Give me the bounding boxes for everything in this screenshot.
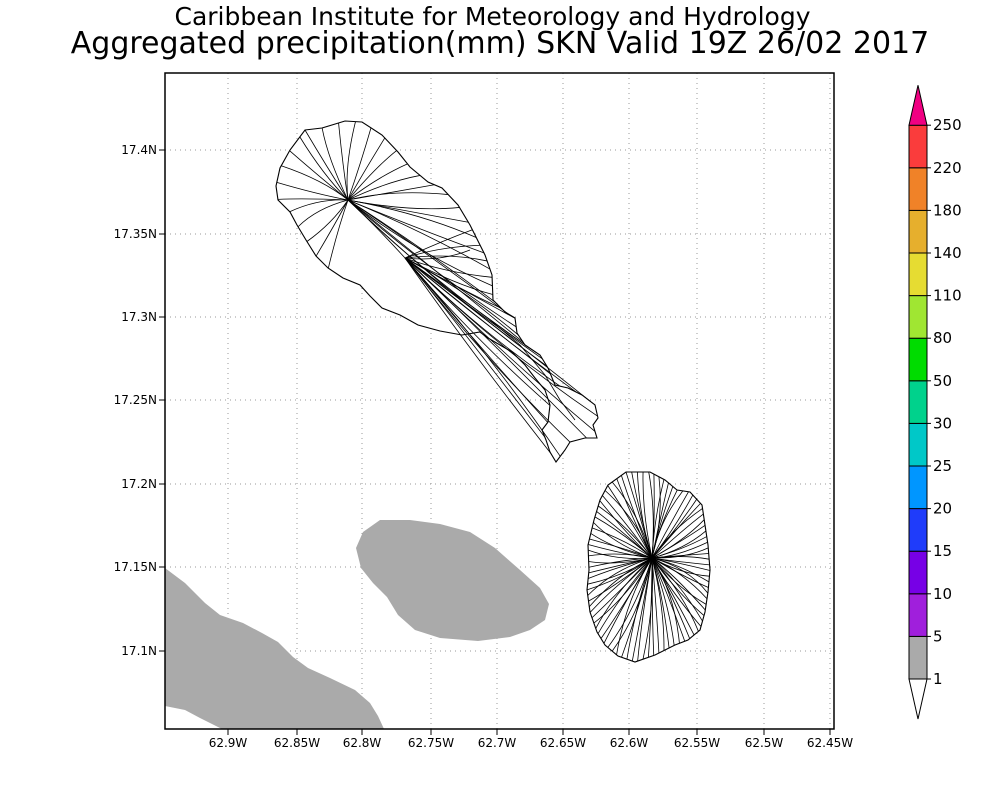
lat-tick-label: 17.2N	[121, 477, 157, 491]
latitude-axis: 17.4N 17.35N 17.3N 17.25N 17.2N 17.15N 17.1N	[114, 143, 165, 658]
colorbar-swatch	[908, 635, 928, 680]
island-saint-kitts	[275, 120, 599, 463]
colorbar-swatch	[908, 593, 928, 637]
map-frame	[164, 72, 835, 730]
colorbar-min-arrow	[908, 678, 928, 720]
lon-tick-label: 62.6W	[610, 736, 649, 750]
colorbar-level-label: 20	[933, 500, 952, 518]
colorbar-level-label: 80	[933, 329, 952, 347]
colorbar-level-label: 1	[933, 670, 943, 688]
colorbar-level-label: 50	[933, 372, 952, 390]
title-product: Aggregated precipitation(mm) SKN Valid 1…	[70, 26, 930, 61]
colorbar-swatch	[908, 465, 928, 510]
colorbar-level-label: 30	[933, 414, 952, 432]
lat-tick-label: 17.1N	[121, 644, 157, 658]
lat-tick-label: 17.3N	[121, 310, 157, 324]
colorbar-level-label: 15	[933, 542, 952, 560]
colorbar-swatch	[908, 508, 928, 552]
colorbar-swatch	[908, 550, 928, 595]
nevis-outline	[586, 471, 711, 663]
colorbar-level-label: 140	[933, 244, 962, 262]
colorbar-swatch	[908, 167, 928, 211]
colorbar-level-label: 10	[933, 585, 952, 603]
lat-tick-label: 17.15N	[114, 560, 157, 574]
lat-tick-label: 17.4N	[121, 143, 157, 157]
precip-area-west	[165, 568, 384, 729]
colorbar-level-label: 110	[933, 287, 962, 305]
colorbar-level-label: 180	[933, 201, 962, 219]
lon-tick-label: 62.55W	[674, 736, 720, 750]
colorbar-level-label: 5	[933, 627, 943, 645]
lon-tick-label: 62.9W	[209, 736, 248, 750]
longitude-axis: 62.9W 62.85W 62.8W 62.75W 62.7W 62.65W 62.6W 62…	[209, 729, 853, 750]
colorbar-swatch	[908, 422, 928, 467]
lon-tick-label: 62.7W	[478, 736, 517, 750]
precip-area-central	[356, 520, 549, 641]
colorbar-swatch	[908, 337, 928, 382]
precip-areas	[165, 520, 549, 729]
lon-tick-label: 62.85W	[274, 736, 320, 750]
colorbar-swatch	[908, 295, 928, 339]
lon-tick-label: 62.5W	[745, 736, 784, 750]
colorbar-swatch	[908, 124, 928, 169]
colorbar-swatch	[908, 252, 928, 297]
lon-tick-label: 62.8W	[343, 736, 382, 750]
lon-tick-label: 62.45W	[807, 736, 853, 750]
colorbar-level-label: 250	[933, 116, 962, 134]
colorbar-level-label: 220	[933, 159, 962, 177]
colorbar-level-label: 25	[933, 457, 952, 475]
lat-tick-label: 17.35N	[114, 227, 157, 241]
lon-tick-label: 62.65W	[540, 736, 586, 750]
colorbar-swatch	[908, 209, 928, 254]
colorbar-swatch	[908, 380, 928, 424]
title-institute: Caribbean Institute for Meteorology and …	[174, 2, 811, 31]
lon-tick-label: 62.75W	[408, 736, 454, 750]
lat-tick-label: 17.25N	[114, 393, 157, 407]
colorbar-max-arrow	[908, 85, 928, 126]
island-nevis	[586, 471, 711, 663]
